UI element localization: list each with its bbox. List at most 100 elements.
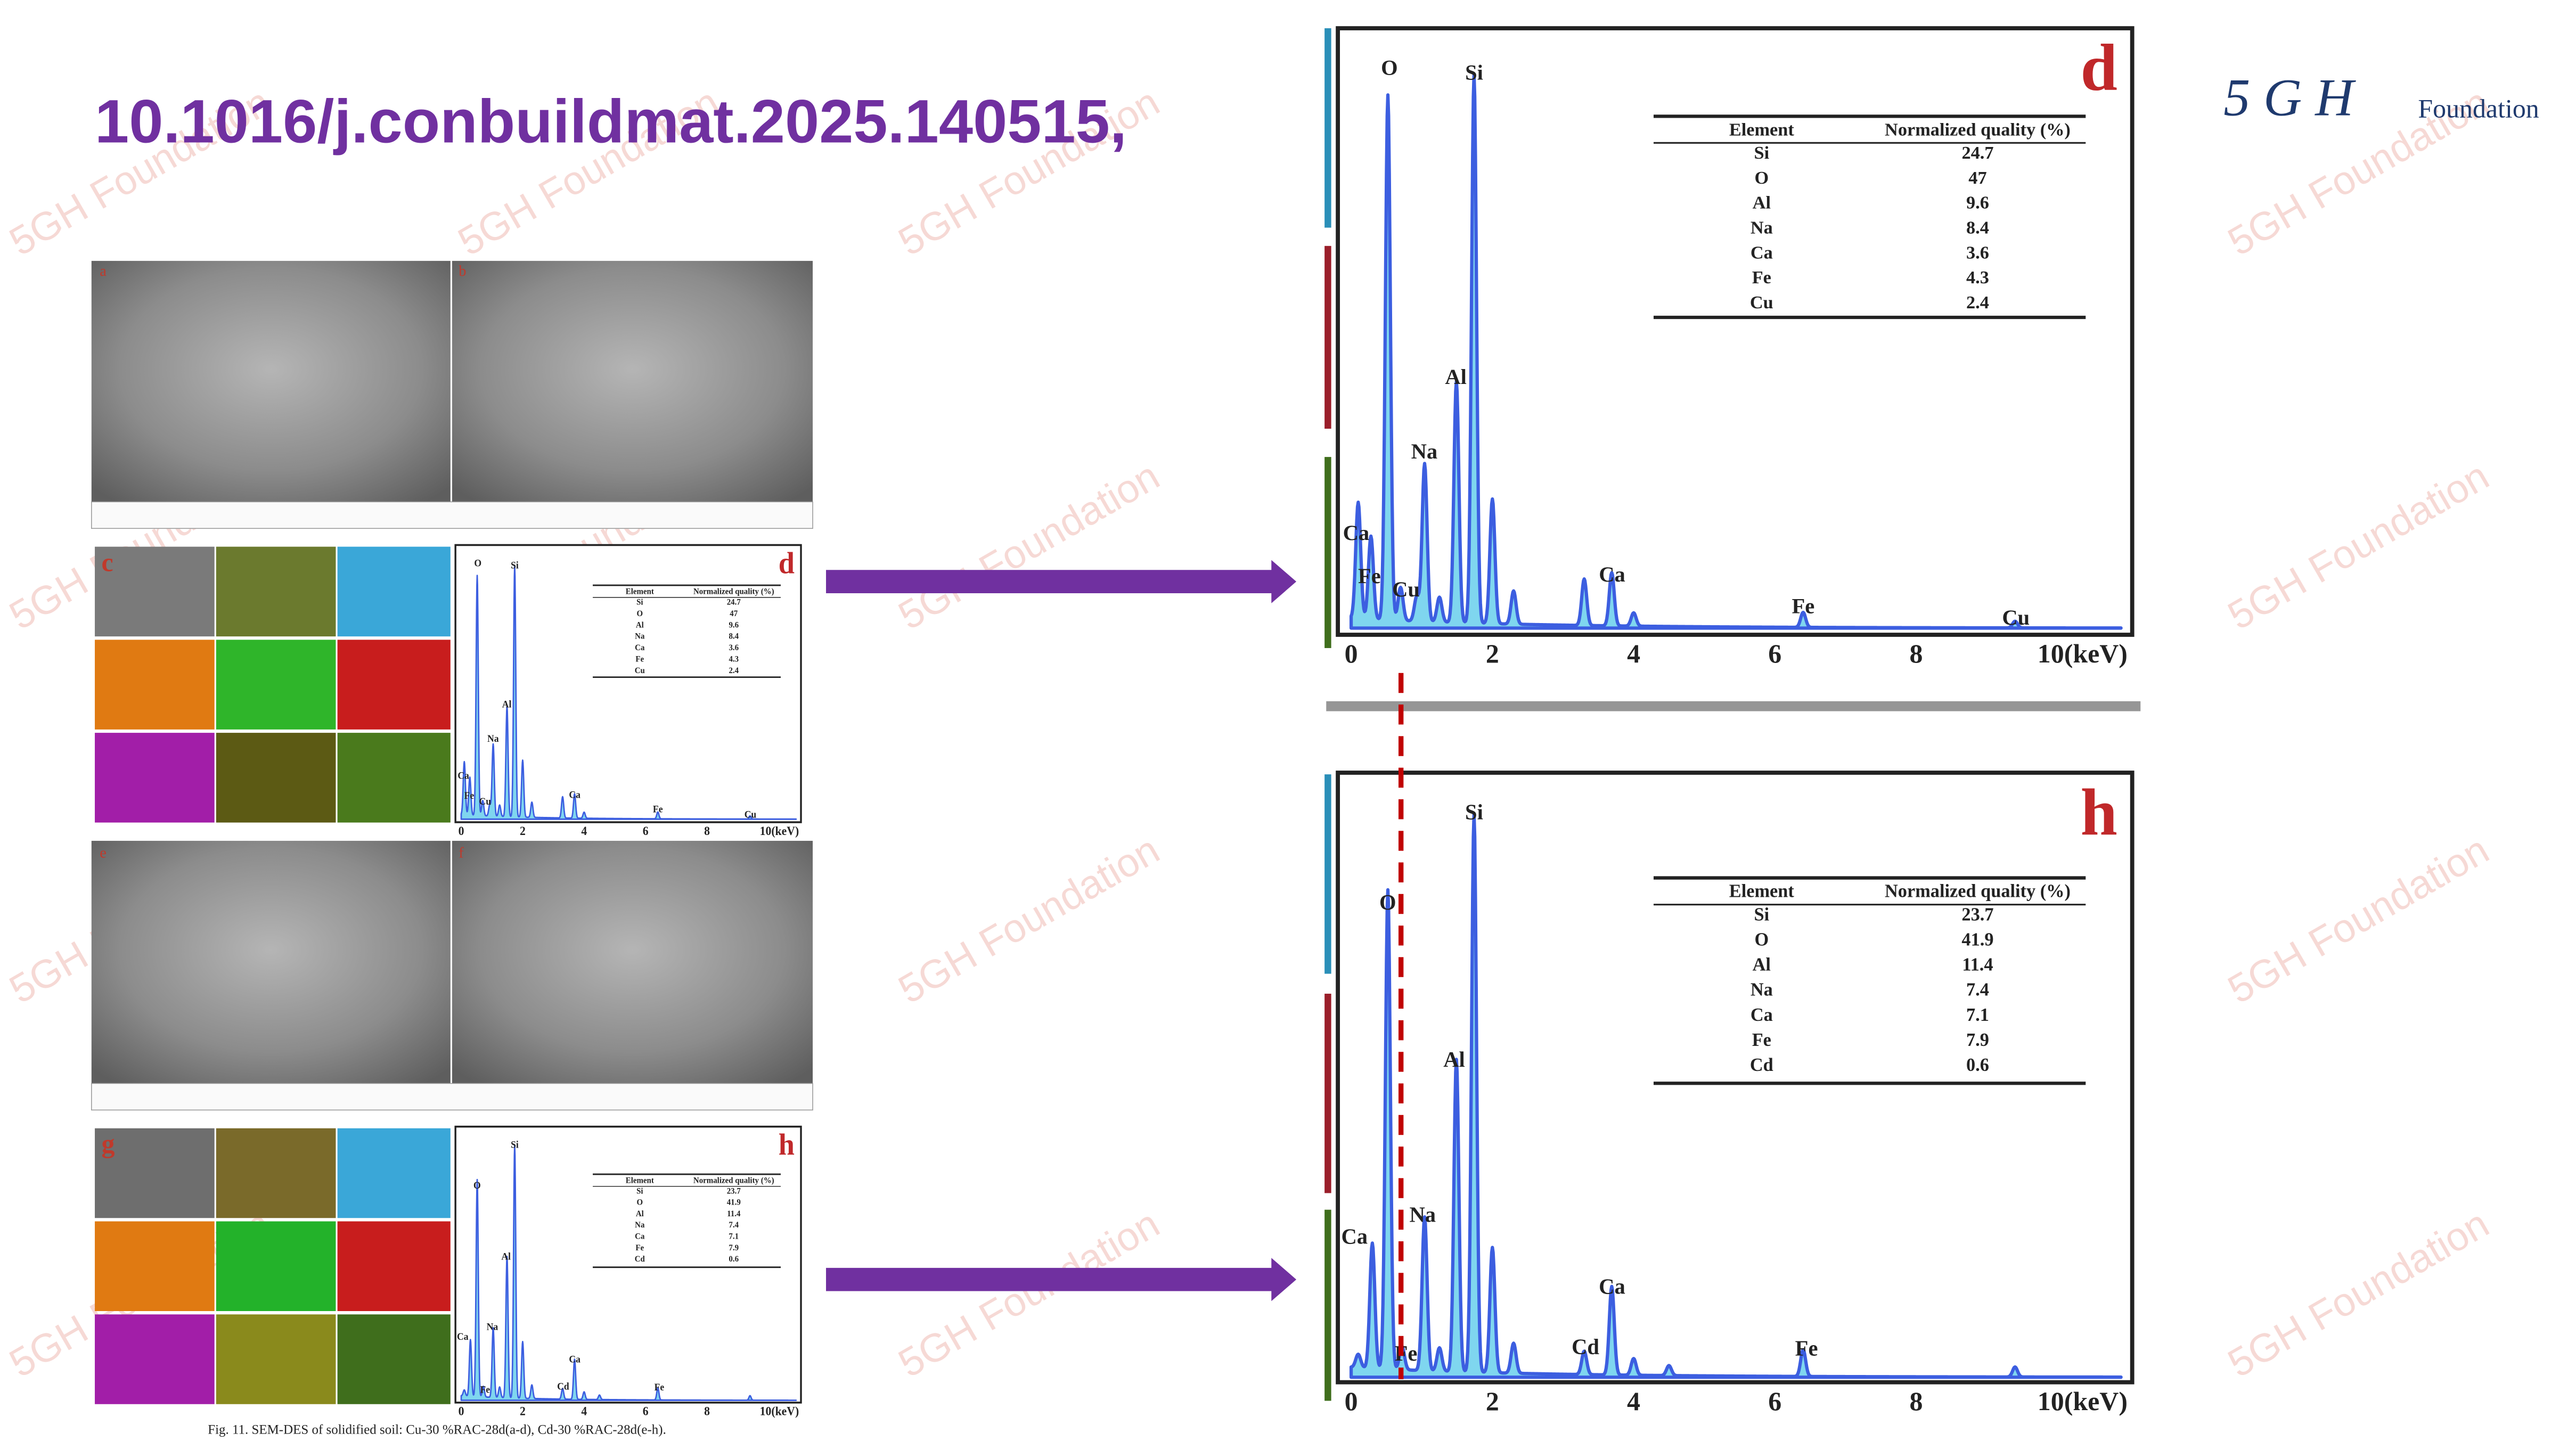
map-tile <box>216 640 336 730</box>
peak-label: Ca <box>457 1331 469 1342</box>
peak-label: Fe <box>1795 1336 1818 1360</box>
map-tile <box>95 1128 215 1218</box>
x-tick-label: 0 <box>1345 639 1358 668</box>
map-tile <box>95 546 215 637</box>
x-tick-label: 8 <box>704 1404 710 1418</box>
peak-label: O <box>473 1180 481 1191</box>
peak-label: Cu <box>745 809 757 820</box>
sem-image <box>452 840 813 1084</box>
spectrum-area <box>460 1144 797 1402</box>
map-tile <box>337 546 451 637</box>
sem-image <box>452 260 813 502</box>
panel-letter: a <box>100 263 107 280</box>
table-cell: 8.4 <box>729 632 739 641</box>
table-cell: 7.1 <box>729 1232 739 1241</box>
strip <box>1324 994 1331 1193</box>
table-cell: 9.6 <box>1966 193 1989 213</box>
peak-label: Cd <box>557 1381 569 1391</box>
x-tick-label: 6 <box>643 824 649 838</box>
arrow <box>826 560 1297 603</box>
table-cell: Fe <box>635 654 644 664</box>
arrow <box>826 1258 1297 1301</box>
x-tick-label: 2 <box>520 824 526 838</box>
table-cell: 47 <box>1968 168 1986 188</box>
x-tick-label: 6 <box>643 1404 649 1418</box>
table-cell: Al <box>636 1209 644 1218</box>
eds-spectrum: h Si O Al Na Ca Ca Fe Cd Fe 0 2 4 6 8 10(keV) Element Nor… <box>454 1125 802 1418</box>
table-cell: Ca <box>1751 1005 1773 1025</box>
table-cell: Fe <box>635 1243 644 1252</box>
x-tick-label: 6 <box>1768 1386 1781 1416</box>
table-cell: 4.3 <box>1966 267 1989 288</box>
x-tick-label: 8 <box>704 824 710 838</box>
table-cell: Na <box>635 632 645 641</box>
strip <box>1324 28 1331 228</box>
logo-mark: 5 G H <box>2223 68 2356 127</box>
table-cell: Cu <box>635 666 645 675</box>
peak-label: Na <box>1411 439 1438 463</box>
table-cell: 41.9 <box>727 1198 741 1207</box>
peak-label: Cu <box>479 796 492 807</box>
map-tile <box>337 640 451 730</box>
table-cell: 2.4 <box>729 666 739 675</box>
eds-spectrum: d O Si Al Na Ca Fe Cu Ca Fe Cu 0 2 4 6 8 10(keV) Element N… <box>1336 26 2135 668</box>
map-tile <box>95 1314 215 1404</box>
panel-letter: f <box>459 845 464 861</box>
spectrum-area <box>1349 73 2123 630</box>
noise-strip <box>1326 701 2141 711</box>
table-cell: 23.7 <box>727 1186 741 1196</box>
x-tick-label: 10(keV) <box>2038 1386 2128 1416</box>
peak-label: Na <box>487 733 499 743</box>
element-maps <box>95 546 451 1404</box>
spectrum-area <box>1349 813 2123 1379</box>
map-tile <box>216 733 336 823</box>
peak-label: Cu <box>2002 605 2030 629</box>
table-cell: 11.4 <box>727 1209 741 1218</box>
peak-label: Fe <box>1358 564 1381 588</box>
x-tick-label: 2 <box>1486 639 1499 668</box>
strips <box>1324 28 2141 1401</box>
panel-letter: d <box>779 546 795 580</box>
peak-label: Fe <box>1792 594 1814 618</box>
strip <box>1324 1209 1331 1401</box>
figure-caption: Fig. 11. SEM-DES of solidified soil: Cu-… <box>208 1422 666 1437</box>
x-tick-label: 8 <box>1910 639 1923 668</box>
table-cell: Ca <box>1751 242 1773 263</box>
sem-images <box>91 260 813 1111</box>
peak-label: Ca <box>1342 1224 1368 1248</box>
table-cell: 24.7 <box>727 597 741 607</box>
slide-title: 10.1016/j.conbuildmat.2025.140515, <box>95 87 1127 156</box>
panel-letter: h <box>779 1128 795 1161</box>
table-cell: 7.1 <box>1966 1005 1989 1025</box>
table-cell: Fe <box>1752 267 1771 288</box>
x-tick-label: 10(keV) <box>760 824 799 838</box>
table-header: Element <box>626 1176 655 1185</box>
panel-letter: c <box>102 547 113 577</box>
table-cell: 3.6 <box>1966 242 1989 263</box>
peak-label: O <box>1379 890 1396 914</box>
table-header: Element <box>1729 119 1795 140</box>
panel-letter: e <box>100 845 106 861</box>
table-header: Element <box>626 587 655 596</box>
logo-name: Foundation <box>2418 94 2539 124</box>
table-cell: Ca <box>635 643 645 652</box>
table-cell: 7.9 <box>1966 1030 1989 1050</box>
peak-label: Si <box>511 1139 519 1150</box>
peak-label: Ca <box>457 770 469 781</box>
map-tile <box>95 640 215 730</box>
table-cell: O <box>1754 930 1769 950</box>
sem-image <box>91 260 451 502</box>
table-cell: Si <box>1754 905 1770 925</box>
sem-image <box>91 840 451 1084</box>
panel-letter: b <box>459 263 466 280</box>
table-cell: 7.4 <box>1966 980 1989 1000</box>
map-tile <box>216 1128 336 1218</box>
table-cell: 0.6 <box>1966 1055 1989 1075</box>
table-cell: O <box>637 609 643 618</box>
table-cell: Al <box>1753 193 1771 213</box>
peak-label: Ca <box>1343 521 1370 545</box>
strip <box>1324 245 1331 429</box>
peak-label: Si <box>1465 800 1483 824</box>
